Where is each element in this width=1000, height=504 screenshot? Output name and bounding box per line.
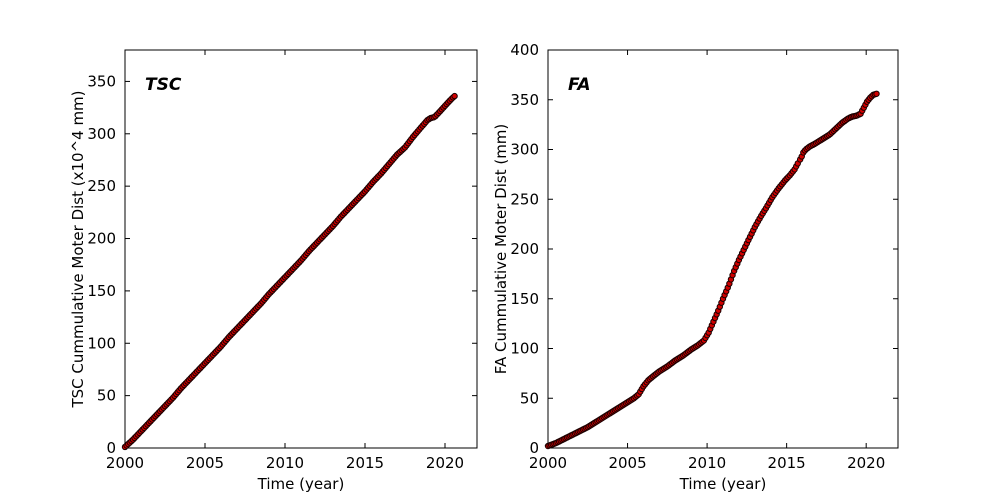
y-tick-label: 150 [87, 282, 116, 300]
data-series [544, 90, 880, 450]
x-tick-label: 2005 [186, 454, 224, 472]
x-axis-label: Time (year) [679, 475, 767, 493]
y-tick-label: 150 [510, 290, 539, 308]
y-tick-label: 100 [510, 340, 539, 358]
plot-title: FA [568, 75, 591, 95]
x-tick-label: 2010 [266, 454, 304, 472]
y-axis-label: TSC Cummulative Moter Dist (x10^4 mm) [69, 90, 87, 408]
x-tick-label: 2020 [847, 454, 885, 472]
y-tick-label: 250 [510, 190, 539, 208]
y-tick-label: 0 [529, 439, 539, 457]
y-tick-label: 350 [510, 91, 539, 109]
y-tick-label: 50 [97, 387, 116, 405]
y-tick-label: 400 [510, 41, 539, 59]
plot-title: TSC [145, 75, 182, 95]
data-point [873, 90, 880, 97]
data-point [451, 92, 458, 100]
y-tick-label: 200 [510, 240, 539, 258]
x-tick-label: 2010 [688, 454, 726, 472]
y-axis-label: FA Cummulative Moter Dist (mm) [492, 124, 510, 375]
fa-plot: 2000 2005 2010 2015 2020 0 50 100 150 200 250 300 35… [492, 41, 899, 493]
x-tick-label: 2000 [529, 454, 567, 472]
plot-border [124, 49, 478, 449]
x-axis-label: Time (year) [257, 475, 345, 493]
y-tick-label: 300 [510, 141, 539, 159]
y-tick-label: 0 [106, 439, 116, 457]
data-series [121, 92, 458, 451]
y-tick-label: 50 [520, 389, 539, 407]
x-tick-label: 2020 [426, 454, 464, 472]
plot-border [547, 49, 899, 449]
y-tick-label: 350 [87, 72, 116, 90]
y-tick-label: 100 [87, 334, 116, 352]
x-tick-label: 2005 [608, 454, 646, 472]
y-tick-label: 200 [87, 230, 116, 248]
tsc-plot: 2000 2005 2010 2015 2020 0 50 100 150 200 250 300 35… [69, 49, 478, 493]
x-tick-label: 2015 [346, 454, 384, 472]
y-tick-label: 300 [87, 125, 116, 143]
x-tick-label: 2000 [106, 454, 144, 472]
y-tick-label: 250 [87, 177, 116, 195]
x-tick-label: 2015 [768, 454, 806, 472]
